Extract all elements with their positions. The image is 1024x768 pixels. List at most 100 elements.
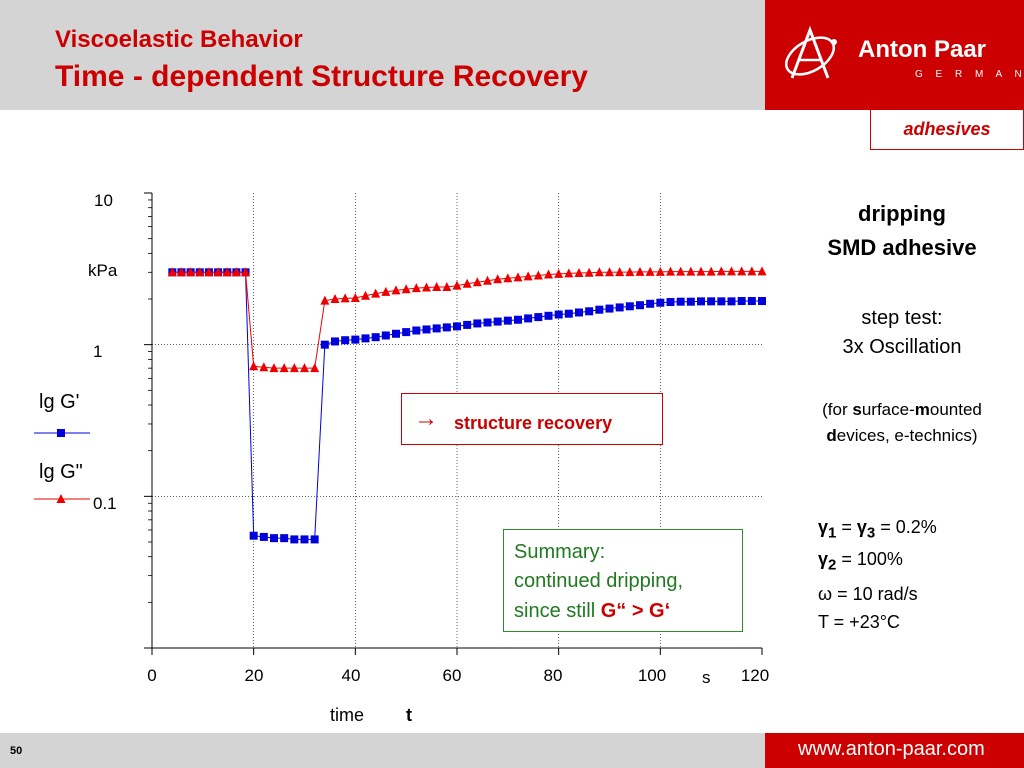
x-tick-label: 0 [147, 666, 157, 685]
data-point-gprime [524, 314, 533, 323]
data-point-gprime [575, 308, 583, 317]
param-value: = 10 rad/s [832, 584, 918, 604]
x-tick-label: 40 [341, 666, 361, 685]
data-point-gprime [605, 304, 614, 313]
data-point-gprime [544, 311, 553, 320]
data-point-gdouble [241, 267, 251, 277]
data-point-gprime [493, 317, 502, 326]
param-strain-2: γ2 = 100% [818, 549, 903, 574]
data-point-gdouble [269, 363, 279, 373]
data-point-gdouble [167, 267, 177, 277]
data-point-gprime [747, 297, 756, 306]
data-point-gdouble [320, 295, 330, 305]
param-value: = 100% [836, 549, 903, 569]
footer-bar [0, 733, 765, 768]
param-frequency: ω = 10 rad/s [818, 584, 918, 605]
data-point-gprime [371, 333, 380, 342]
note-text: ounted [929, 400, 982, 419]
data-point-gprime [564, 309, 573, 318]
data-point-gprime [656, 298, 665, 307]
brand-panel [765, 0, 1024, 110]
data-point-gdouble [605, 267, 614, 277]
param-value: = 0.2% [875, 517, 937, 537]
param-symbol: γ [856, 517, 867, 537]
data-point-gprime [534, 313, 543, 322]
recovery-callout [401, 393, 663, 445]
legend-marker-gdouble [56, 494, 66, 503]
x-tick-label: 120 [740, 666, 770, 685]
data-point-gdouble [655, 266, 665, 276]
data-point-gdouble [523, 271, 533, 281]
data-point-gdouble [584, 267, 594, 277]
topic-tag: adhesives [870, 110, 1024, 150]
data-point-gprime [310, 535, 319, 544]
data-point-gprime [331, 337, 339, 346]
slide-subtitle: Time - dependent Structure Recovery [55, 60, 588, 93]
x-axis-unit: s [702, 668, 711, 687]
page-number: 50 [10, 745, 23, 757]
test-description: step test: [861, 307, 943, 329]
data-point-gprime [320, 340, 329, 349]
data-point-gdouble [594, 267, 604, 277]
brand-name: Anton Paar [858, 36, 987, 63]
data-point-gdouble [533, 270, 543, 280]
data-point-gprime [697, 297, 705, 306]
data-point-gdouble [330, 294, 340, 304]
legend-label-gdouble: lg G" [39, 461, 83, 483]
data-point-gdouble [747, 266, 757, 276]
data-point-gprime [381, 331, 390, 340]
data-point-gprime [717, 297, 726, 306]
brand-country: G E R M A N Y [915, 69, 1024, 80]
summary-line: continued dripping, [514, 570, 684, 592]
param-strain-1-3: γ1 = γ3 = 0.2% [818, 517, 937, 542]
data-point-gprime [402, 328, 411, 337]
param-symbol: ω [818, 584, 833, 604]
data-point-gdouble [222, 267, 232, 277]
param-sub: 2 [828, 556, 837, 574]
summary-heading: Summary: [514, 541, 606, 563]
data-point-gprime [483, 318, 492, 327]
data-point-gdouble [513, 272, 523, 282]
data-point-gdouble [213, 267, 223, 277]
anton-paar-logo-icon [785, 25, 837, 79]
data-point-gprime [737, 297, 746, 306]
param-temperature: T = +23°C [818, 612, 900, 633]
data-point-gprime [686, 297, 695, 306]
param-symbol: γ [818, 517, 829, 537]
summary-line: since still G“ > G‘ [514, 600, 670, 623]
website-link[interactable]: www.anton-paar.com [798, 738, 985, 760]
data-point-gdouble [472, 277, 482, 287]
data-point-gdouble [564, 268, 574, 278]
data-point-gdouble [432, 282, 442, 292]
data-point-gdouble [452, 280, 462, 290]
data-point-gdouble [340, 293, 350, 303]
arrow-right-icon: → [414, 405, 438, 432]
data-point-gdouble [706, 266, 716, 276]
data-point-gdouble [625, 267, 635, 277]
data-point-gprime [280, 534, 289, 543]
note-text: evices, e-technics) [836, 426, 978, 445]
x-axis-label: time [330, 705, 365, 725]
data-point-gprime [422, 325, 431, 334]
x-tick-label: 80 [543, 666, 563, 685]
note-letter: d [826, 426, 837, 445]
data-point-gdouble [737, 266, 747, 276]
side-heading: SMD adhesive [827, 235, 977, 260]
data-point-gprime [341, 336, 350, 345]
side-heading: dripping [858, 201, 946, 226]
data-point-gprime [615, 303, 624, 312]
data-point-gdouble [676, 266, 686, 276]
data-point-gprime [727, 297, 736, 306]
summary-inequality: G“ > G‘ [600, 600, 671, 622]
data-point-gdouble [259, 362, 269, 372]
data-point-gprime [300, 535, 309, 544]
data-point-gdouble [176, 267, 186, 277]
x-tick-label: 20 [244, 666, 264, 685]
data-point-gprime [625, 302, 634, 311]
x-tick-label: 60 [442, 666, 462, 685]
note-letter: s [852, 400, 862, 419]
data-point-gdouble [411, 283, 421, 293]
data-point-gprime [758, 297, 766, 306]
y-axis-unit: kPa [88, 261, 118, 280]
